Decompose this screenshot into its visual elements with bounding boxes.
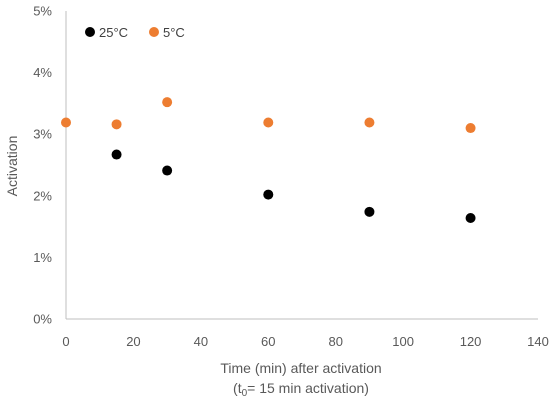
legend-label: 25°C bbox=[99, 25, 128, 40]
data-point-series-1 bbox=[111, 119, 122, 130]
x-tick-label: 60 bbox=[261, 334, 275, 349]
y-tick-label: 5% bbox=[33, 4, 52, 19]
x-axis-subtitle-suffix: = 15 min activation) bbox=[247, 380, 369, 396]
y-tick-label: 3% bbox=[33, 127, 52, 142]
data-point-series-1 bbox=[162, 97, 173, 108]
data-point-series-1 bbox=[465, 123, 476, 134]
y-tick-label: 0% bbox=[33, 312, 52, 327]
data-point-series-0 bbox=[364, 206, 375, 217]
x-tick-label: 40 bbox=[194, 334, 208, 349]
x-axis-subtitle-subscript: 0 bbox=[242, 388, 248, 399]
x-tick-label: 20 bbox=[126, 334, 140, 349]
x-axis-subtitle: (t0= 15 min activation) bbox=[233, 380, 369, 399]
legend-marker bbox=[85, 27, 95, 37]
x-tick-label: 120 bbox=[460, 334, 482, 349]
legend-label: 5°C bbox=[163, 25, 185, 40]
y-tick-label: 1% bbox=[33, 250, 52, 265]
x-axis-title: Time (min) after activation bbox=[220, 360, 381, 376]
legend-marker bbox=[149, 27, 159, 37]
y-tick-label: 4% bbox=[33, 65, 52, 80]
data-points bbox=[61, 97, 476, 223]
x-tick-label: 140 bbox=[527, 334, 549, 349]
x-axis-subtitle-prefix: (t bbox=[233, 380, 242, 396]
data-point-series-1 bbox=[61, 117, 71, 128]
data-point-series-1 bbox=[364, 117, 375, 128]
x-tick-label: 80 bbox=[328, 334, 342, 349]
legend: 25°C 5°C bbox=[85, 25, 185, 40]
tick-labels: 0% 1% 2% 3% 4% 5% 0 20 40 60 80 100 120 140 bbox=[33, 4, 549, 350]
data-point-series-0 bbox=[162, 165, 173, 176]
x-tick-label: 100 bbox=[392, 334, 414, 349]
x-tick-label: 0 bbox=[62, 334, 69, 349]
axes bbox=[65, 11, 538, 320]
data-point-series-1 bbox=[263, 117, 274, 128]
y-axis-title: Activation bbox=[4, 136, 20, 197]
y-tick-label: 2% bbox=[33, 188, 52, 203]
data-point-series-0 bbox=[111, 149, 122, 160]
data-point-series-0 bbox=[263, 189, 274, 200]
data-point-series-0 bbox=[465, 212, 476, 223]
